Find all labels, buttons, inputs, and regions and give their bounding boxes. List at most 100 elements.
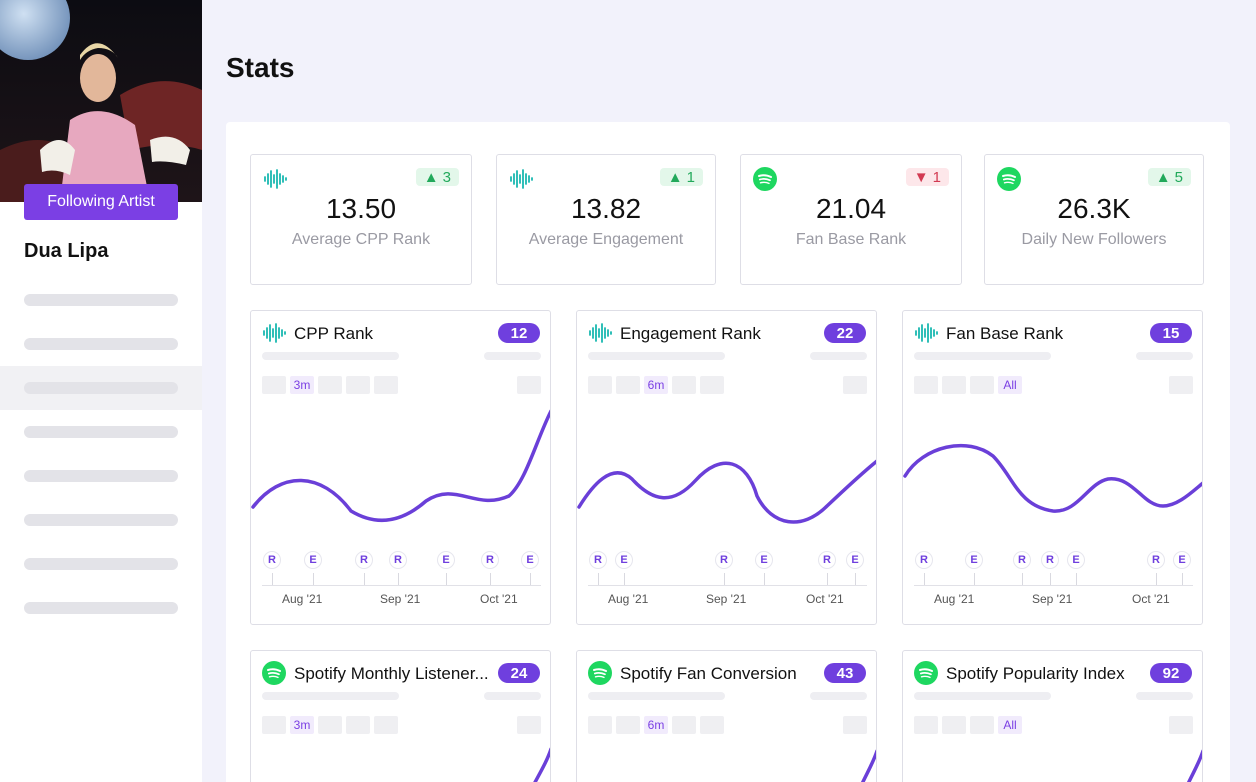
release-marker[interactable]: R bbox=[1147, 551, 1165, 569]
chart-card-fan-base-rank[interactable]: Fan Base Rank 15 All R E R R E R E Aug '… bbox=[902, 310, 1203, 625]
event-marker[interactable]: E bbox=[437, 551, 455, 569]
spotify-icon bbox=[753, 167, 777, 191]
stat-card-average-cpp-rank[interactable]: ▲ 3 13.50 Average CPP Rank bbox=[250, 154, 472, 285]
range-button[interactable] bbox=[1169, 716, 1193, 734]
range-button-selected[interactable]: All bbox=[998, 716, 1022, 734]
chart-card-engagement-rank[interactable]: Engagement Rank 22 6m R E R E R E Aug '2… bbox=[576, 310, 877, 625]
range-button[interactable] bbox=[1169, 376, 1193, 394]
range-button[interactable] bbox=[262, 376, 286, 394]
subtitle-placeholder bbox=[262, 692, 399, 700]
range-button[interactable] bbox=[672, 376, 696, 394]
release-marker[interactable]: R bbox=[1013, 551, 1031, 569]
sidebar-item-3[interactable] bbox=[0, 366, 202, 410]
range-button[interactable] bbox=[374, 716, 398, 734]
range-button[interactable] bbox=[970, 376, 994, 394]
marker-stem bbox=[1050, 573, 1051, 585]
release-marker[interactable]: R bbox=[818, 551, 836, 569]
sidebar-item-6[interactable] bbox=[0, 498, 202, 542]
release-marker[interactable]: R bbox=[915, 551, 933, 569]
following-artist-button[interactable]: Following Artist bbox=[24, 184, 178, 220]
event-marker[interactable]: E bbox=[755, 551, 773, 569]
chart-rank-badge: 92 bbox=[1150, 663, 1192, 683]
subtitle-placeholder bbox=[484, 352, 541, 360]
sidebar-item-5[interactable] bbox=[0, 454, 202, 498]
stat-label: Fan Base Rank bbox=[795, 231, 907, 248]
range-button[interactable] bbox=[318, 716, 342, 734]
sidebar-item-placeholder bbox=[24, 514, 178, 526]
range-button[interactable] bbox=[318, 376, 342, 394]
sidebar-item-placeholder bbox=[24, 426, 178, 438]
sidebar-item-8[interactable] bbox=[0, 586, 202, 630]
release-marker[interactable]: R bbox=[715, 551, 733, 569]
release-marker[interactable]: R bbox=[481, 551, 499, 569]
event-marker[interactable]: E bbox=[965, 551, 983, 569]
range-button-selected[interactable]: All bbox=[998, 376, 1022, 394]
event-marker[interactable]: E bbox=[521, 551, 539, 569]
range-button[interactable] bbox=[942, 376, 966, 394]
event-marker[interactable]: E bbox=[846, 551, 864, 569]
chart-rank-badge: 12 bbox=[498, 323, 540, 343]
marker-stem bbox=[1182, 573, 1183, 585]
range-button[interactable] bbox=[374, 376, 398, 394]
range-button[interactable] bbox=[588, 376, 612, 394]
range-button[interactable] bbox=[616, 376, 640, 394]
event-marker[interactable]: E bbox=[1067, 551, 1085, 569]
range-button[interactable] bbox=[517, 376, 541, 394]
marker-stem bbox=[272, 573, 273, 585]
range-button[interactable] bbox=[700, 376, 724, 394]
range-button[interactable] bbox=[942, 716, 966, 734]
stat-card-fan-base-rank[interactable]: ▼ 1 21.04 Fan Base Rank bbox=[740, 154, 962, 285]
marker-stem bbox=[1022, 573, 1023, 585]
range-button[interactable] bbox=[970, 716, 994, 734]
chart-card-cpp-rank[interactable]: CPP Rank 12 3m R E R R E R E Aug '21 Sep… bbox=[250, 310, 551, 625]
range-button[interactable] bbox=[346, 716, 370, 734]
trend-line bbox=[577, 459, 876, 524]
range-button-selected[interactable]: 6m bbox=[644, 716, 668, 734]
range-button[interactable] bbox=[346, 376, 370, 394]
x-tick-label: Sep '21 bbox=[380, 592, 421, 606]
waveform-icon bbox=[510, 169, 533, 189]
chart-card-spotify-popularity-index[interactable]: Spotify Popularity Index 92 All bbox=[902, 650, 1203, 782]
event-marker[interactable]: E bbox=[304, 551, 322, 569]
release-marker[interactable]: R bbox=[589, 551, 607, 569]
sidebar-item-2[interactable] bbox=[0, 322, 202, 366]
chart-card-spotify-fan-conversion[interactable]: Spotify Fan Conversion 43 6m bbox=[576, 650, 877, 782]
range-button-selected[interactable]: 3m bbox=[290, 376, 314, 394]
range-button-selected[interactable]: 6m bbox=[644, 376, 668, 394]
stat-value: 13.50 bbox=[325, 193, 397, 224]
down-triangle-icon: ▼ bbox=[913, 168, 929, 186]
range-button[interactable] bbox=[588, 716, 612, 734]
release-marker[interactable]: R bbox=[1041, 551, 1059, 569]
range-button[interactable] bbox=[517, 716, 541, 734]
release-marker[interactable]: R bbox=[389, 551, 407, 569]
marker-stem bbox=[398, 573, 399, 585]
range-button-selected[interactable]: 3m bbox=[290, 716, 314, 734]
release-marker[interactable]: R bbox=[355, 551, 373, 569]
x-tick-label: Aug '21 bbox=[282, 592, 323, 606]
stat-delta-badge: ▲ 5 bbox=[1147, 168, 1191, 186]
line-chart bbox=[1186, 749, 1202, 782]
range-button[interactable] bbox=[672, 716, 696, 734]
range-button[interactable] bbox=[843, 716, 867, 734]
event-marker[interactable]: E bbox=[1173, 551, 1191, 569]
event-marker[interactable]: E bbox=[615, 551, 633, 569]
range-button[interactable] bbox=[700, 716, 724, 734]
sidebar-item-7[interactable] bbox=[0, 542, 202, 586]
stat-card-average-engagement[interactable]: ▲ 1 13.82 Average Engagement bbox=[496, 154, 716, 285]
stat-value: 26.3K bbox=[1057, 193, 1131, 224]
stat-delta-value: 1 bbox=[686, 168, 695, 186]
range-button[interactable] bbox=[914, 716, 938, 734]
marker-stem bbox=[598, 573, 599, 585]
sidebar-item-4[interactable] bbox=[0, 410, 202, 454]
release-marker[interactable]: R bbox=[263, 551, 281, 569]
stat-card-daily-new-followers[interactable]: ▲ 5 26.3K Daily New Followers bbox=[984, 154, 1204, 285]
range-button[interactable] bbox=[843, 376, 867, 394]
range-button[interactable] bbox=[616, 716, 640, 734]
range-button[interactable] bbox=[914, 376, 938, 394]
chart-card-spotify-monthly-listeners[interactable]: Spotify Monthly Listener... 24 3m bbox=[250, 650, 551, 782]
range-button[interactable] bbox=[262, 716, 286, 734]
marker-stem bbox=[364, 573, 365, 585]
sidebar-item-1[interactable] bbox=[0, 278, 202, 322]
chart-rank-badge: 22 bbox=[824, 323, 866, 343]
x-axis bbox=[914, 585, 1193, 586]
